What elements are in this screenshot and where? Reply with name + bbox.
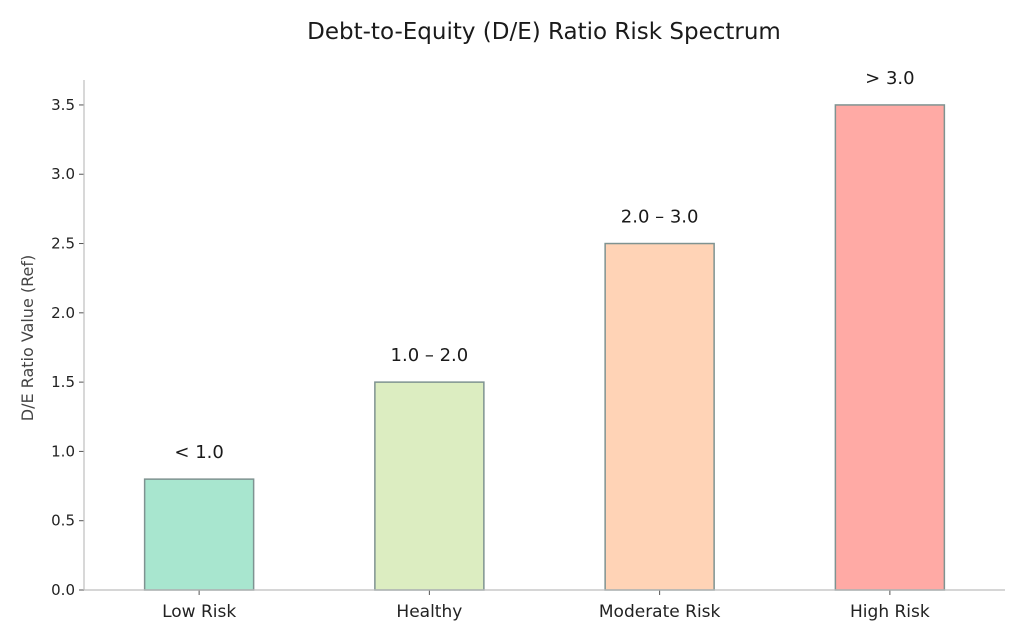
y-axis-ticks: 0.0 0.5 1.0 1.5 2.0 2.5 3.0 3.5 [51, 96, 84, 599]
x-tick-label: Moderate Risk [599, 602, 721, 622]
y-tick-label: 0.5 [51, 512, 75, 530]
data-label: < 1.0 [174, 442, 223, 463]
bars [143, 104, 946, 591]
y-tick-label: 3.5 [51, 96, 75, 114]
x-tick-label: Low Risk [162, 602, 236, 622]
data-labels: < 1.0 1.0 – 2.0 2.0 – 3.0 > 3.0 [174, 68, 914, 463]
y-tick-label: 2.5 [51, 235, 75, 253]
y-tick-label: 1.0 [51, 442, 75, 460]
y-tick-label: 2.0 [51, 304, 75, 322]
chart-title: Debt-to-Equity (D/E) Ratio Risk Spectrum [307, 19, 781, 45]
data-label: 2.0 – 3.0 [621, 207, 699, 228]
x-tick-label: High Risk [850, 602, 930, 622]
y-axis-label: D/E Ratio Value (Ref) [18, 255, 37, 421]
y-tick-label: 3.0 [51, 165, 75, 183]
bar-healthy [374, 381, 485, 591]
bar-moderate-risk [604, 242, 715, 591]
x-axis-labels: Low Risk Healthy Moderate Risk High Risk [162, 590, 930, 622]
y-tick-label: 1.5 [51, 373, 75, 391]
data-label: 1.0 – 2.0 [391, 345, 469, 366]
data-label: > 3.0 [865, 68, 914, 89]
y-tick-label: 0.0 [51, 581, 75, 599]
bar-high-risk [834, 104, 946, 591]
bar-low-risk [143, 478, 255, 591]
x-tick-label: Healthy [396, 602, 462, 622]
